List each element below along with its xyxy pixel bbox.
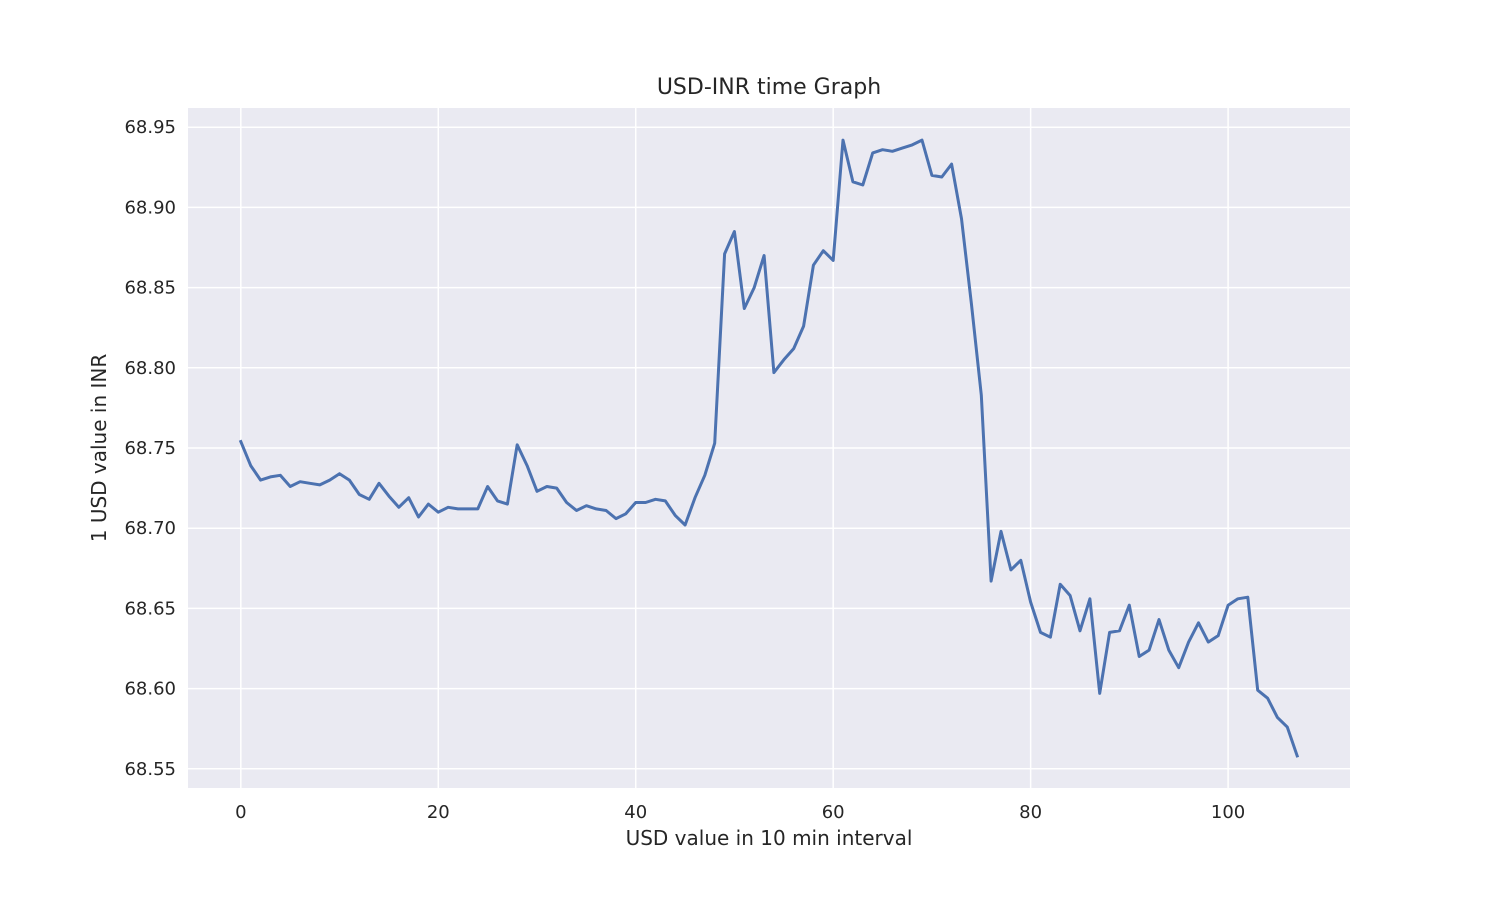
y-tick-label: 68.95: [124, 117, 176, 138]
y-axis-label: 1 USD value in INR: [87, 354, 111, 543]
y-tick-label: 68.90: [124, 197, 176, 218]
grid-lines: [188, 108, 1350, 788]
series-layer: [238, 138, 1300, 758]
y-tick-label: 68.80: [124, 358, 176, 379]
y-tick-label: 68.75: [124, 438, 176, 459]
y-tick-labels: 68.55 68.60 68.65 68.70 68.75 68.80 68.85 68.90…: [124, 117, 176, 780]
chart-title: USD-INR time Graph: [657, 75, 881, 100]
x-tick-label: 100: [1211, 802, 1245, 823]
x-tick-label: 20: [427, 802, 450, 823]
x-tick-labels: 0 20 40 60 80 100: [235, 802, 1245, 823]
x-tick-label: 0: [235, 802, 246, 823]
x-tick-label: 40: [624, 802, 647, 823]
y-tick-label: 68.60: [124, 679, 176, 700]
x-tick-label: 80: [1019, 802, 1042, 823]
series-line-0: [238, 138, 1300, 758]
y-tick-label: 68.55: [124, 759, 176, 780]
x-axis-label: USD value in 10 min interval: [626, 826, 913, 850]
y-tick-label: 68.65: [124, 598, 176, 619]
y-tick-label: 68.85: [124, 278, 176, 299]
x-tick-label: 60: [822, 802, 845, 823]
y-tick-label: 68.70: [124, 518, 176, 539]
